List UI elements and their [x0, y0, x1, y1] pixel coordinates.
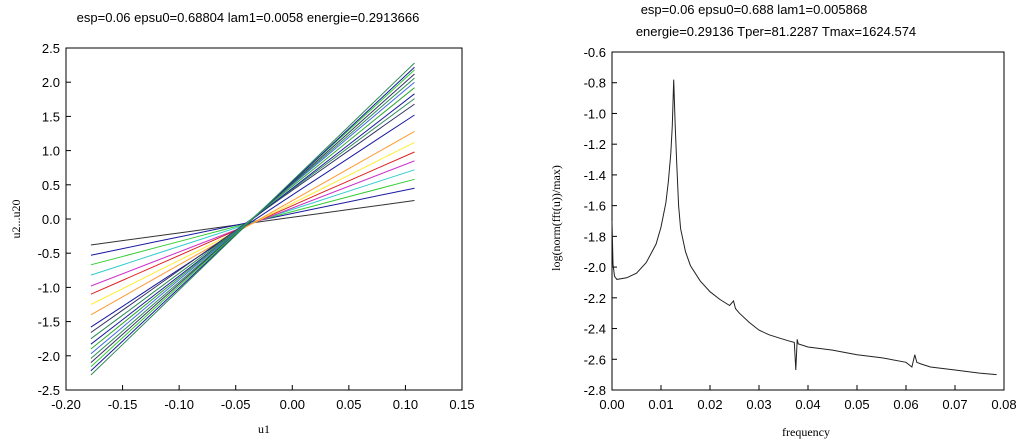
axis-ticks: 0.00 0.01 0.02 0.03 0.04 0.05 0.06 0.07 0.08 -2.8… — [584, 45, 1017, 412]
y-tick-label: -1.5 — [38, 315, 60, 330]
y-tick-label: -0.6 — [584, 45, 606, 60]
chart-fft-spectrum: esp=0.06 epsu0=0.688 lam1=0.005868 energ… — [549, 2, 1017, 439]
x-tick-label: 0.10 — [393, 397, 418, 412]
x-tick-label: 0.05 — [336, 397, 361, 412]
x-axis-label: frequency — [782, 425, 830, 439]
y-tick-label: 0.5 — [42, 178, 60, 193]
x-tick-label: 0.07 — [942, 397, 967, 412]
series-line-19 — [90, 62, 415, 376]
y-tick-label: -0.5 — [38, 246, 60, 261]
y-tick-label: -1.4 — [584, 168, 606, 183]
x-tick-label: 0.08 — [991, 397, 1016, 412]
y-tick-label: -2.6 — [584, 352, 606, 367]
y-tick-label: -1.0 — [38, 280, 60, 295]
x-tick-label: 0.02 — [697, 397, 722, 412]
y-tick-label: 1.0 — [42, 144, 60, 159]
y-tick-label: -2.0 — [38, 349, 60, 364]
y-tick-label: 1.5 — [42, 109, 60, 124]
y-tick-label: 0.0 — [42, 212, 60, 227]
chart-title: esp=0.06 epsu0=0.68804 lam1=0.0058 energ… — [77, 10, 420, 25]
axis-ticks: -0.20 -0.15 -0.10 -0.05 0.00 0.05 0.10 0.15 -2.5… — [38, 41, 475, 412]
chart-title-line-2: energie=0.29136 Tper=81.2287 Tmax=1624.5… — [636, 24, 916, 39]
x-tick-label: 0.05 — [844, 397, 869, 412]
series-line-9 — [90, 114, 415, 328]
y-tick-label: 2.5 — [42, 41, 60, 56]
y-tick-label: -2.4 — [584, 322, 606, 337]
x-tick-label: 0.01 — [648, 397, 673, 412]
series-lines — [90, 62, 415, 376]
x-tick-label: 0.03 — [746, 397, 771, 412]
y-axis-label: log(norm(fft(u))/max) — [549, 165, 563, 271]
y-tick-label: 2.0 — [42, 75, 60, 90]
x-tick-label: -0.15 — [108, 397, 138, 412]
y-axis-label: u2...u20 — [9, 200, 23, 239]
y-tick-label: -2.0 — [584, 260, 606, 275]
x-tick-label: -0.05 — [221, 397, 251, 412]
series-lines — [611, 79, 997, 376]
y-tick-label: -1.0 — [584, 106, 606, 121]
x-tick-label: -0.10 — [164, 397, 194, 412]
plot-frame — [611, 51, 1005, 391]
chart-phase-portrait: esp=0.06 epsu0=0.68804 lam1=0.0058 energ… — [9, 10, 475, 436]
x-tick-label: 0.15 — [449, 397, 474, 412]
y-tick-label: -1.8 — [584, 229, 606, 244]
chart-title-line-1: esp=0.06 epsu0=0.688 lam1=0.005868 — [641, 2, 868, 17]
x-tick-label: 0.06 — [893, 397, 918, 412]
y-tick-label: -2.2 — [584, 291, 606, 306]
series-line-4 — [90, 169, 415, 276]
x-tick-label: 0.00 — [280, 397, 305, 412]
y-tick-label: -1.6 — [584, 199, 606, 214]
y-tick-label: -2.8 — [584, 383, 606, 398]
y-tick-label: -1.2 — [584, 137, 606, 152]
y-tick-label: -2.5 — [38, 383, 60, 398]
series-line-8 — [90, 130, 415, 316]
x-tick-label: 0.04 — [795, 397, 820, 412]
series-line-1 — [611, 79, 997, 376]
y-tick-label: -0.8 — [584, 76, 606, 91]
series-line-17 — [90, 69, 415, 368]
x-axis-label: u1 — [258, 422, 270, 436]
x-tick-label: 0.00 — [599, 397, 624, 412]
x-tick-label: -0.20 — [51, 397, 81, 412]
